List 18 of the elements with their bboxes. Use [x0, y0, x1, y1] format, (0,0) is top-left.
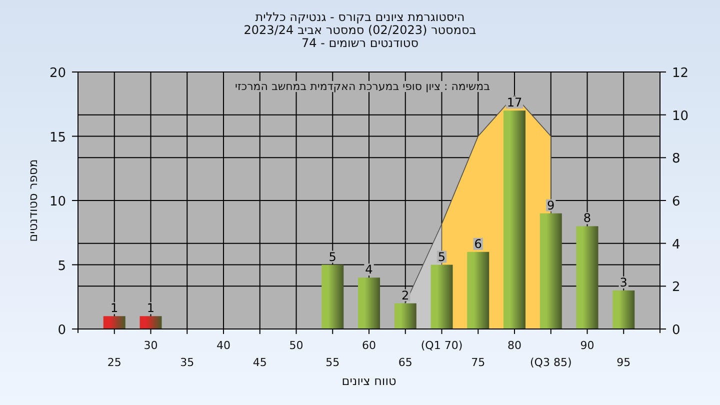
ylabel: מספר סטודנטים	[26, 159, 40, 242]
y2tick: 0	[672, 323, 680, 338]
y2tick: 6	[672, 194, 680, 210]
xlabel: טווח ציונים	[342, 374, 396, 388]
y2tick: 2	[672, 280, 680, 296]
annotation: במשימה : ציון סופי במערכת האקדמית במחשב המרכזי	[235, 80, 490, 93]
y2tick: 4	[672, 237, 680, 252]
ytick: 0	[58, 323, 66, 338]
y2tick: 8	[672, 152, 680, 167]
title: היסטוגרמת ציונים בקורס - גנטיקה כללית	[255, 10, 465, 24]
y2tick: 12	[672, 66, 689, 81]
ytick: 5	[58, 258, 66, 274]
ytick: 10	[49, 194, 66, 210]
subtitle: סטודנטים רשומים - 74	[301, 36, 419, 50]
ytick: 20	[49, 66, 66, 81]
ytick: 15	[49, 130, 66, 146]
subtitle: בסמסטר (02/2023) סמסטר אביב 2023/24	[244, 23, 476, 37]
y2tick: 10	[672, 108, 689, 124]
